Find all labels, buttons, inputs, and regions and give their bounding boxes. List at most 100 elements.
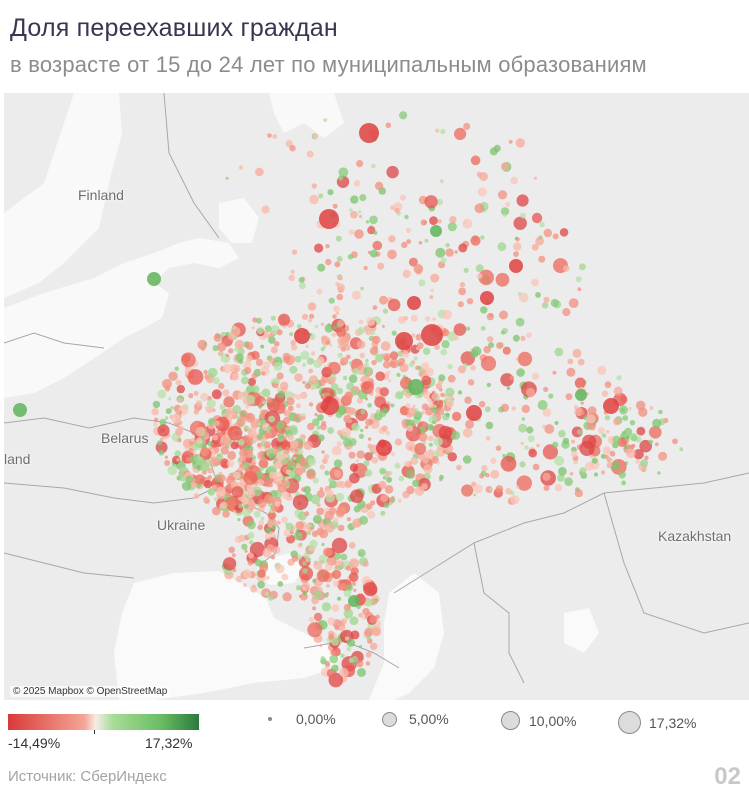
municipality-point[interactable] xyxy=(427,398,432,403)
municipality-point[interactable] xyxy=(256,434,263,440)
municipality-point[interactable] xyxy=(265,575,270,581)
municipality-point[interactable] xyxy=(337,336,348,346)
municipality-point[interactable] xyxy=(285,140,293,148)
municipality-point[interactable] xyxy=(243,360,252,370)
municipality-point[interactable] xyxy=(316,507,325,516)
municipality-point[interactable] xyxy=(316,356,325,365)
map-attribution[interactable]: © 2025 Mapbox © OpenStreetMap xyxy=(10,686,171,697)
municipality-point[interactable] xyxy=(269,531,275,537)
municipality-point[interactable] xyxy=(337,352,343,358)
municipality-point[interactable] xyxy=(350,195,359,204)
municipality-point[interactable] xyxy=(206,399,216,409)
municipality-point[interactable] xyxy=(542,444,559,460)
municipality-point[interactable] xyxy=(390,361,397,368)
municipality-point[interactable] xyxy=(360,381,374,394)
municipality-point[interactable] xyxy=(679,447,684,452)
municipality-point[interactable] xyxy=(379,467,387,475)
municipality-point[interactable] xyxy=(488,342,495,349)
municipality-point[interactable] xyxy=(658,451,668,461)
municipality-point[interactable] xyxy=(410,472,415,478)
municipality-point[interactable] xyxy=(391,496,395,500)
municipality-point[interactable] xyxy=(341,427,352,437)
municipality-point[interactable] xyxy=(552,233,559,240)
municipality-point[interactable] xyxy=(239,455,247,463)
municipality-point[interactable] xyxy=(441,329,450,337)
municipality-point[interactable] xyxy=(225,353,230,358)
municipality-point[interactable] xyxy=(248,552,255,559)
municipality-point[interactable] xyxy=(281,573,289,581)
municipality-point[interactable] xyxy=(322,458,328,464)
municipality-point[interactable] xyxy=(234,347,238,352)
municipality-point[interactable] xyxy=(319,209,339,229)
municipality-point[interactable] xyxy=(233,509,237,514)
municipality-point[interactable] xyxy=(330,383,339,391)
municipality-point[interactable] xyxy=(320,423,327,431)
municipality-point[interactable] xyxy=(343,589,352,598)
municipality-point[interactable] xyxy=(539,221,545,228)
municipality-point[interactable] xyxy=(480,470,487,477)
municipality-point[interactable] xyxy=(418,432,428,442)
municipality-point[interactable] xyxy=(628,407,632,411)
municipality-point[interactable] xyxy=(412,479,420,487)
municipality-point[interactable] xyxy=(575,276,582,283)
municipality-point[interactable] xyxy=(351,422,360,432)
municipality-point[interactable] xyxy=(309,526,314,531)
municipality-point[interactable] xyxy=(227,425,243,441)
municipality-point[interactable] xyxy=(363,460,370,467)
municipality-point[interactable] xyxy=(273,377,280,385)
municipality-point[interactable] xyxy=(260,440,266,447)
municipality-point[interactable] xyxy=(345,406,355,416)
municipality-point[interactable] xyxy=(497,242,507,252)
municipality-point[interactable] xyxy=(422,457,429,464)
municipality-point[interactable] xyxy=(242,391,249,398)
municipality-point[interactable] xyxy=(175,379,182,386)
municipality-point[interactable] xyxy=(456,464,462,471)
municipality-point[interactable] xyxy=(428,402,434,409)
municipality-point[interactable] xyxy=(231,553,236,558)
municipality-point[interactable] xyxy=(174,450,181,457)
municipality-point[interactable] xyxy=(425,367,434,377)
municipality-point[interactable] xyxy=(337,564,343,571)
municipality-point[interactable] xyxy=(369,346,378,355)
municipality-point[interactable] xyxy=(580,401,584,405)
municipality-point[interactable] xyxy=(328,297,335,304)
municipality-point[interactable] xyxy=(509,259,523,273)
municipality-point[interactable] xyxy=(231,373,239,381)
municipality-point[interactable] xyxy=(237,438,245,446)
municipality-point[interactable] xyxy=(543,386,549,392)
municipality-point[interactable] xyxy=(243,583,247,587)
municipality-point[interactable] xyxy=(369,215,378,225)
municipality-point[interactable] xyxy=(580,410,585,416)
municipality-point[interactable] xyxy=(453,335,459,341)
municipality-point[interactable] xyxy=(374,181,384,191)
municipality-point[interactable] xyxy=(605,448,610,454)
municipality-point[interactable] xyxy=(239,463,244,468)
municipality-point[interactable] xyxy=(246,413,252,420)
municipality-point[interactable] xyxy=(510,495,520,505)
municipality-point[interactable] xyxy=(242,398,250,405)
municipality-point[interactable] xyxy=(575,389,587,401)
municipality-point[interactable] xyxy=(554,347,564,357)
municipality-point[interactable] xyxy=(283,356,291,364)
municipality-point[interactable] xyxy=(531,372,540,380)
municipality-point[interactable] xyxy=(356,668,366,677)
municipality-point[interactable] xyxy=(349,616,359,626)
municipality-point[interactable] xyxy=(533,176,538,180)
municipality-point[interactable] xyxy=(428,442,433,447)
municipality-point[interactable] xyxy=(613,418,621,426)
municipality-point[interactable] xyxy=(195,426,206,437)
municipality-point[interactable] xyxy=(421,375,432,386)
municipality-point[interactable] xyxy=(520,335,526,341)
municipality-point[interactable] xyxy=(334,625,340,631)
municipality-point[interactable] xyxy=(447,363,453,370)
municipality-point[interactable] xyxy=(542,472,551,481)
municipality-point[interactable] xyxy=(153,421,158,427)
municipality-point[interactable] xyxy=(565,393,573,401)
municipality-point[interactable] xyxy=(157,424,170,437)
municipality-point[interactable] xyxy=(282,492,290,500)
municipality-point[interactable] xyxy=(257,442,262,448)
municipality-point[interactable] xyxy=(152,400,161,409)
municipality-point[interactable] xyxy=(531,278,539,287)
municipality-point[interactable] xyxy=(350,210,358,219)
municipality-point[interactable] xyxy=(435,128,440,133)
